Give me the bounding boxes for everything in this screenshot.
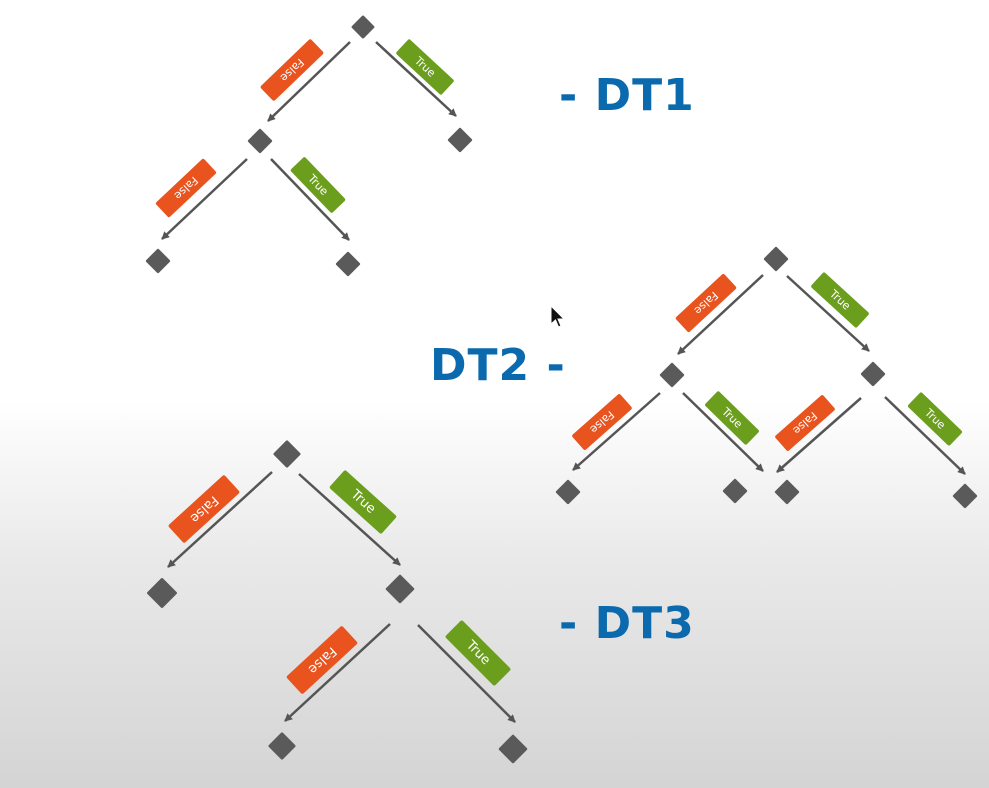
dt3-node-d [498,734,528,764]
dt2-true-tag-r-b: True [811,272,869,328]
dt3-false-tag-b-c: False [286,626,358,694]
mouse-cursor-icon [550,305,566,328]
dt2-edge-b-e [776,397,862,473]
dt1-node-a [247,128,273,154]
dt3-node-r [273,440,301,468]
dt3-edge-r-b [298,473,401,566]
dt3-edge-b-d [417,624,516,723]
dt2-node-f [952,483,978,509]
dt2-title: DT2 - [430,340,566,391]
dt1-edge-r-b [375,41,457,117]
dt2-edge-a-c [572,392,661,471]
dt3-title: - DT3 [559,598,695,649]
dt1-edge-a-d [270,158,350,241]
dt1-node-d [335,251,361,277]
dt1-edge-r-a [267,41,351,122]
dt3-false-tag-r-a: False [168,475,240,543]
dt2-edge-r-b [786,275,870,352]
dt2-false-tag-a-c: False [572,394,632,450]
dt2-false-tag-r-a: False [675,274,737,332]
dt2-node-b [860,361,886,387]
dt3-edge-b-c [284,623,391,722]
dt2-node-r [763,246,789,272]
dt2-true-tag-a-d: True [705,391,759,445]
dt2-edge-r-a [677,274,764,355]
dt1-false-tag-r-a: False [260,39,324,101]
dt1-edge-a-c [161,158,248,240]
dt3-true-tag-r-b: True [329,470,397,534]
dt2-edge-b-f [884,396,966,475]
dt1-node-r [351,15,375,39]
dt3-node-b [385,574,415,604]
dt3-node-c [268,732,296,760]
dt1-node-c [145,248,171,274]
dt2-node-d [722,478,748,504]
dt1-title: - DT1 [559,70,695,121]
dt2-node-c [555,479,581,505]
dt3-true-tag-b-d: True [445,620,511,686]
dt1-node-b [447,127,473,153]
dt2-node-e [774,479,800,505]
dt3-edge-r-a [167,471,273,568]
dt2-false-tag-b-e: False [775,395,835,451]
dt1-false-tag-a-c: False [155,158,217,218]
dt2-node-a [659,362,685,388]
dt2-edge-a-d [682,392,764,472]
dt1-true-tag-a-d: True [290,157,346,213]
dt3-node-a [147,578,177,608]
dt2-true-tag-b-f: True [907,392,963,446]
